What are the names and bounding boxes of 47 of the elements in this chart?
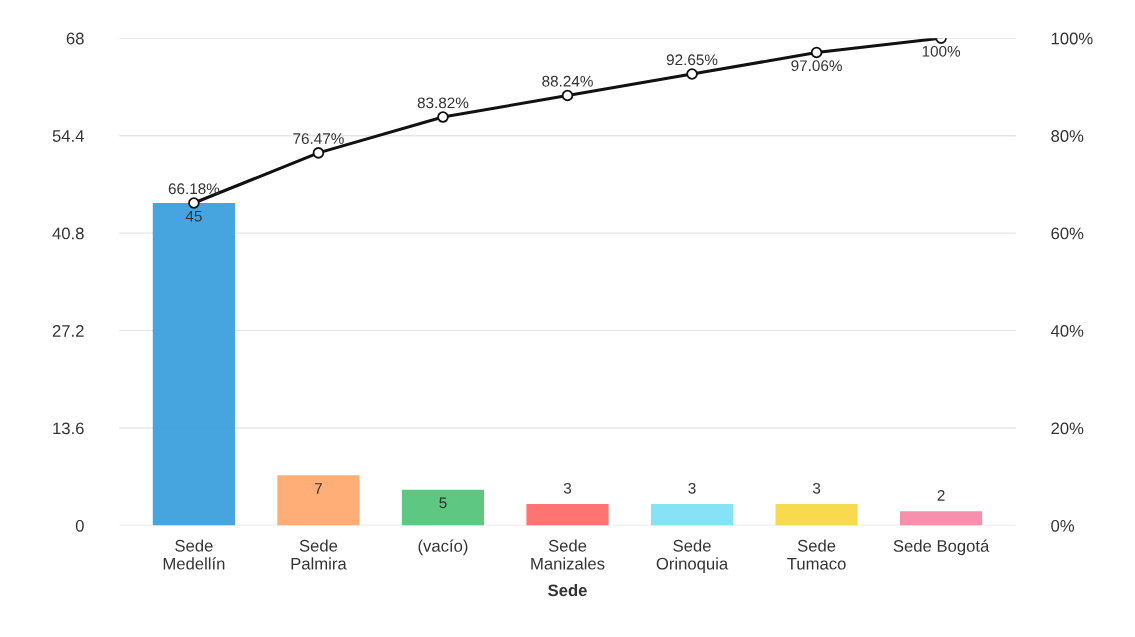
point bbox=[437, 111, 449, 123]
data-label: 83.82% bbox=[417, 97, 469, 109]
x-tick-label: Sede Manizales bbox=[531, 539, 605, 570]
x-tick-label: Sede Medellín bbox=[163, 539, 225, 570]
point bbox=[312, 147, 325, 159]
point bbox=[561, 89, 574, 102]
data-label: 88.24% bbox=[542, 75, 593, 87]
data-label: 3 bbox=[563, 482, 572, 494]
y2-tick-label: 80% bbox=[1051, 130, 1084, 142]
y-tick-label: 0 bbox=[75, 519, 84, 532]
x-tick-label: Sede Bogotá bbox=[893, 539, 990, 556]
y2-tick-label: 60% bbox=[1051, 227, 1084, 240]
bar bbox=[900, 511, 983, 526]
bar bbox=[775, 504, 858, 526]
bar bbox=[401, 489, 485, 526]
bar bbox=[650, 504, 734, 526]
point bbox=[810, 46, 823, 59]
bar bbox=[526, 504, 609, 526]
data-label: 3 bbox=[812, 482, 821, 494]
point bbox=[188, 197, 200, 209]
data-label: 2 bbox=[937, 490, 945, 501]
y-tick-label: 13.6 bbox=[53, 422, 84, 435]
data-label: 76.47% bbox=[293, 133, 344, 145]
x-tick-label: Sede Palmira bbox=[291, 539, 347, 570]
x-tick-label: Sede Tumaco bbox=[787, 539, 846, 570]
data-label: 45 bbox=[185, 210, 202, 222]
x-axis-title: Sede bbox=[548, 584, 587, 597]
data-label: 97.06% bbox=[791, 60, 842, 72]
x-tick-label: Sede Orinoquia bbox=[656, 539, 729, 573]
data-label: 66.18% bbox=[168, 183, 220, 195]
y2-tick-label: 20% bbox=[1051, 422, 1084, 435]
bar bbox=[277, 475, 360, 526]
data-label: 5 bbox=[439, 497, 447, 509]
x-tick-label: (vacío) bbox=[418, 539, 468, 556]
data-label: 92.65% bbox=[666, 54, 718, 66]
data-label: 3 bbox=[688, 482, 696, 494]
y-tick-label: 54.4 bbox=[52, 130, 84, 142]
y2-tick-label: 100% bbox=[1051, 32, 1093, 45]
y2-tick-label: 0% bbox=[1051, 519, 1075, 532]
y2-tick-label: 40% bbox=[1050, 325, 1084, 337]
y-tick-label: 68 bbox=[66, 32, 84, 45]
point bbox=[686, 68, 698, 80]
y-tick-label: 27.2 bbox=[52, 325, 84, 337]
bar bbox=[152, 203, 235, 526]
data-label: 100% bbox=[922, 45, 961, 57]
data-label: 7 bbox=[314, 483, 322, 494]
y-tick-label: 40.8 bbox=[52, 227, 84, 240]
